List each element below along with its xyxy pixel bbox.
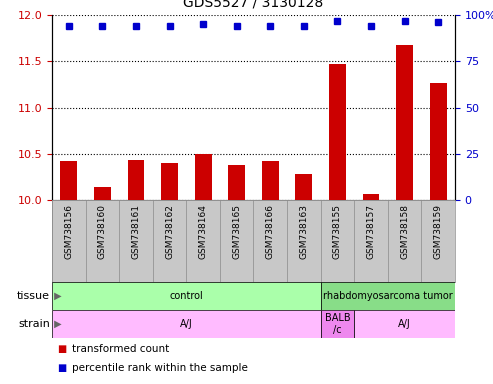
Text: GSM738164: GSM738164 [199,204,208,259]
Bar [86,200,119,282]
Text: GSM738162: GSM738162 [165,204,174,259]
Text: tissue: tissue [17,291,50,301]
Text: GSM738156: GSM738156 [64,204,73,259]
Bar [94,187,111,200]
Bar [430,83,447,200]
Bar [228,165,245,200]
Bar [422,200,455,282]
Text: ▶: ▶ [51,291,62,301]
Text: rhabdomyosarcoma tumor: rhabdomyosarcoma tumor [323,291,453,301]
Bar [287,200,320,282]
Bar [220,200,253,282]
Bar [354,200,388,282]
Bar [253,200,287,282]
Bar [354,310,455,338]
Bar [52,200,86,282]
Bar [153,200,186,282]
Text: strain: strain [18,319,50,329]
Text: GSM738165: GSM738165 [232,204,241,259]
Bar [320,282,455,310]
Bar [52,282,320,310]
Text: GSM738163: GSM738163 [299,204,309,259]
Bar [161,163,178,200]
Text: ■: ■ [57,344,66,354]
Text: GSM738159: GSM738159 [434,204,443,259]
Text: GSM738166: GSM738166 [266,204,275,259]
Text: GSM738160: GSM738160 [98,204,107,259]
Text: percentile rank within the sample: percentile rank within the sample [71,363,247,373]
Text: A/J: A/J [180,319,193,329]
Text: GSM738161: GSM738161 [132,204,141,259]
Bar [320,310,354,338]
Text: ■: ■ [57,363,66,373]
Bar [186,200,220,282]
Bar [363,194,380,200]
Text: GSM738157: GSM738157 [366,204,376,259]
Text: GSM738158: GSM738158 [400,204,409,259]
Bar [396,45,413,200]
Bar [52,310,320,338]
Text: control: control [170,291,203,301]
Bar [195,154,211,200]
Text: A/J: A/J [398,319,411,329]
Bar [262,161,279,200]
Text: ▶: ▶ [51,319,62,329]
Bar [61,161,77,200]
Text: GDS5527 / 3130128: GDS5527 / 3130128 [183,0,323,9]
Bar [119,200,153,282]
Bar [295,174,312,200]
Text: transformed count: transformed count [71,344,169,354]
Bar [329,64,346,200]
Bar [388,200,422,282]
Bar [320,200,354,282]
Text: GSM738155: GSM738155 [333,204,342,259]
Text: BALB
/c: BALB /c [325,313,350,335]
Bar [128,160,144,200]
